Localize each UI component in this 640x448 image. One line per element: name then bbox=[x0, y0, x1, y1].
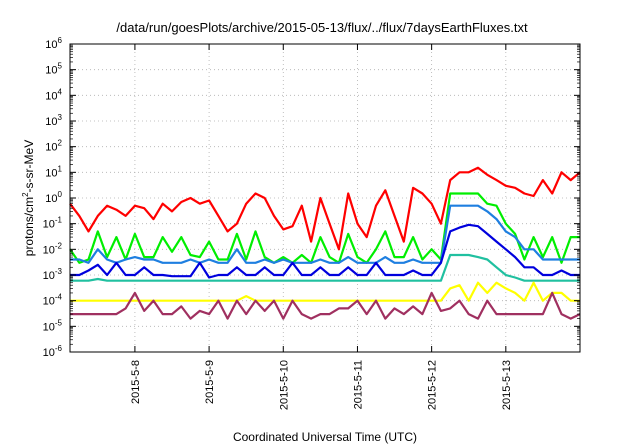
y-axis-label: protons/cm2-s-sr-MeV bbox=[21, 140, 36, 256]
y-tick-label: 10-2 bbox=[43, 241, 63, 256]
x-tick-label: 2015-5-12 bbox=[427, 360, 439, 410]
y-tick-label: 103 bbox=[45, 113, 62, 128]
x-tick-label: 2015-5-9 bbox=[204, 360, 216, 404]
chart-title: /data/run/goesPlots/archive/2015-05-13/f… bbox=[116, 20, 528, 35]
series-line bbox=[70, 281, 580, 302]
y-tick-label: 101 bbox=[45, 164, 62, 179]
series-line bbox=[70, 253, 580, 282]
y-tick-label: 102 bbox=[45, 139, 62, 154]
y-tick-label: 10-5 bbox=[43, 318, 63, 333]
series-line bbox=[69, 166, 581, 251]
y-tick-label: 106 bbox=[45, 36, 62, 51]
y-tick-label: 10-4 bbox=[43, 293, 63, 308]
y-tick-label: 104 bbox=[45, 87, 62, 102]
y-tick-label: 10-3 bbox=[43, 267, 63, 282]
y-tick-label: 10-6 bbox=[43, 344, 63, 359]
series-line bbox=[70, 291, 581, 320]
y-tick-label: 100 bbox=[45, 190, 62, 205]
series-lines bbox=[69, 166, 581, 320]
x-tick-label: 2015-5-10 bbox=[278, 360, 290, 410]
x-tick-label: 2015-5-13 bbox=[501, 360, 513, 410]
y-tick-labels: 10-6 10-5 10-4 10-3 10-2 10-1 100 101 102 103 104 1… bbox=[43, 36, 63, 359]
axis-ticks bbox=[70, 43, 580, 353]
x-tick-label: 2015-5-8 bbox=[130, 360, 142, 404]
series-line bbox=[70, 204, 580, 264]
grid-lines bbox=[70, 44, 580, 352]
series-line bbox=[69, 192, 580, 264]
y-tick-label: 10-1 bbox=[43, 216, 63, 231]
x-tick-labels: 2015-5-8 2015-5-9 2015-5-10 2015-5-11 2015-5… bbox=[130, 360, 513, 410]
x-axis-label: Coordinated Universal Time (UTC) bbox=[233, 430, 417, 444]
x-tick-label: 2015-5-11 bbox=[352, 360, 364, 409]
y-tick-label: 105 bbox=[45, 62, 62, 77]
series-line bbox=[70, 223, 580, 279]
